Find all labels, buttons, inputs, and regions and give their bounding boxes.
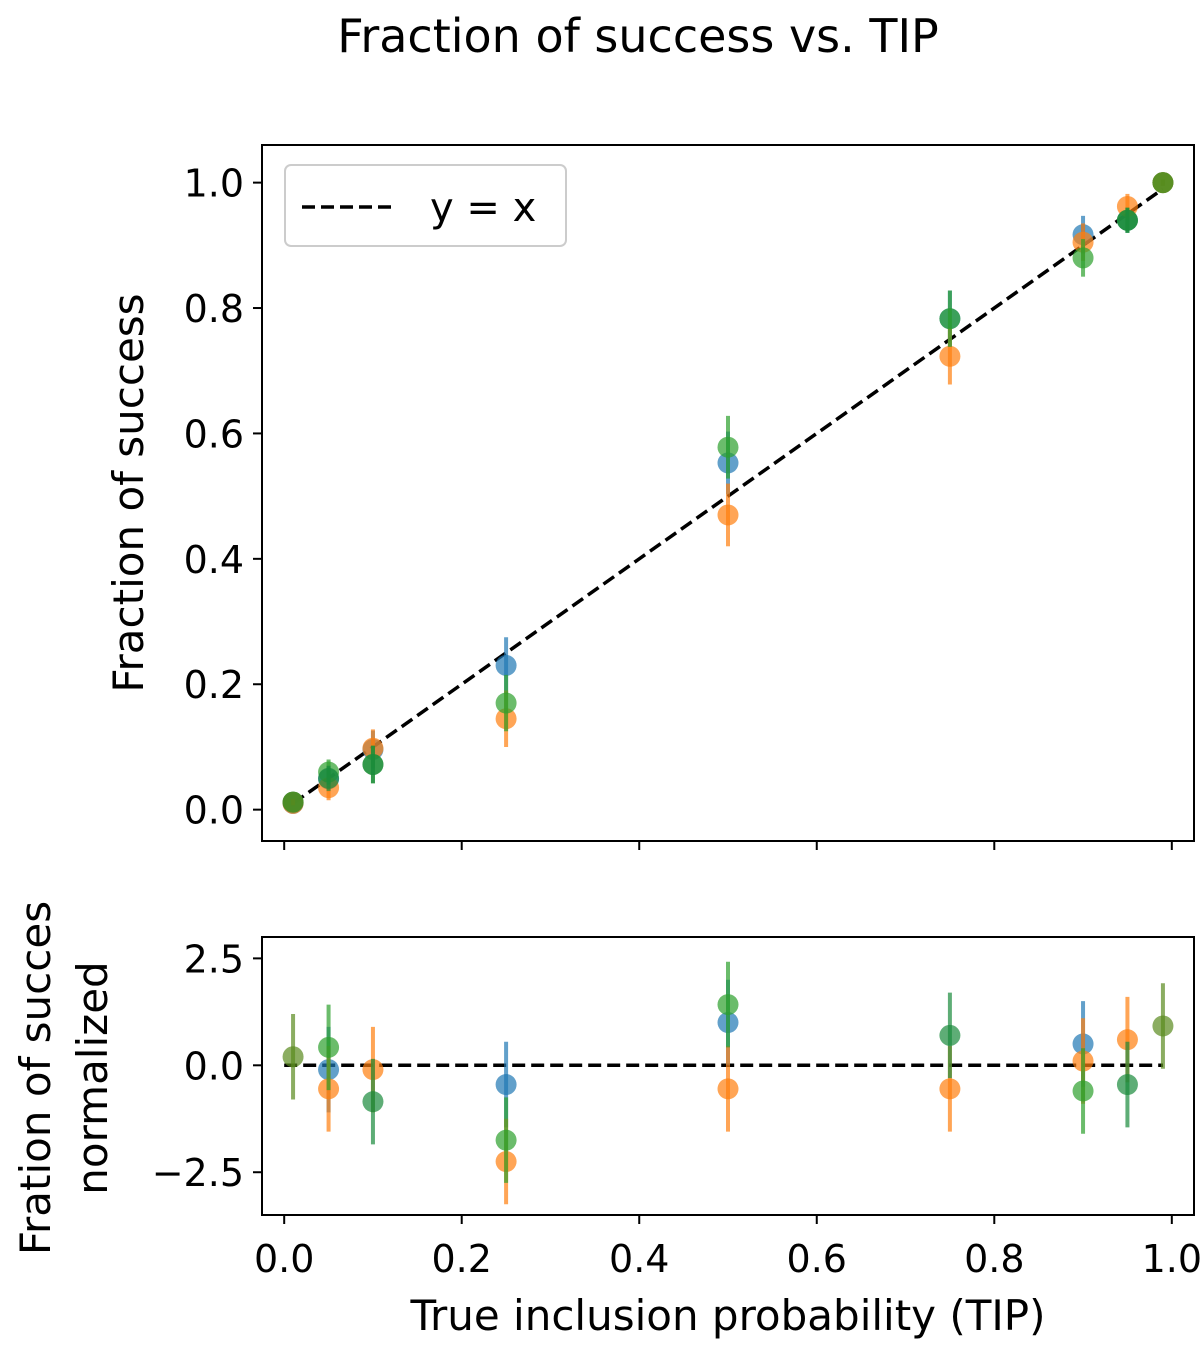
- legend: y = x: [284, 164, 567, 247]
- bottom-x-tick-label: 0.0: [254, 1237, 314, 1281]
- bottom-y-tick-label: 2.5: [184, 937, 244, 981]
- bottom-series-2-point: [717, 1078, 739, 1100]
- top-x-axis: [283, 841, 1173, 850]
- legend-box: [284, 164, 567, 247]
- top-y-tick-label: 0.4: [184, 538, 244, 582]
- bottom-series-4-point: [362, 1091, 384, 1113]
- bottom-y-axis-label-line-1: Fration of succes: [11, 901, 60, 1255]
- top-y-tick-label: 1.0: [184, 162, 244, 206]
- bottom-series-4-point: [939, 1024, 961, 1046]
- bottom-x-axis: 0.0 0.2 0.4 0.6 0.8 1.0: [254, 1215, 1200, 1281]
- bottom-y-tick-label: 0.0: [184, 1044, 244, 1088]
- top-y-tick-label: 0.0: [184, 789, 244, 833]
- bottom-series-1-point: [495, 1074, 517, 1096]
- top-y-tick-label: 0.8: [184, 287, 244, 331]
- top-series-2-point: [717, 504, 739, 526]
- bottom-x-axis-label: True inclusion probability (TIP): [409, 1291, 1045, 1340]
- bottom-series-3-point: [318, 1036, 340, 1058]
- bottom-series-3-point: [1072, 1080, 1094, 1102]
- bottom-x-tick-label: 1.0: [1142, 1237, 1200, 1281]
- top-series-5-point: [282, 791, 304, 813]
- bottom-series-4-point: [1116, 1074, 1138, 1096]
- bottom-y-tick-label: −2.5: [152, 1151, 244, 1195]
- bottom-series-3-point: [495, 1129, 517, 1151]
- bottom-x-tick-label: 0.4: [609, 1237, 669, 1281]
- legend-label-y-equals-x: y = x: [430, 185, 536, 231]
- top-plot-frame: [261, 144, 1195, 842]
- bottom-y-axis-label-line-2: normalized: [68, 961, 117, 1194]
- bottom-panel: −2.50.02.5 0.0 0.2 0.4 0.6 0.8 1.0 Fration of…: [11, 901, 1200, 1340]
- top-y-axis-label: Fraction of success: [104, 293, 153, 692]
- top-y-axis: 0.0 0.2 0.4 0.6 0.8 1.0: [184, 162, 262, 833]
- top-series-4-point: [1116, 209, 1138, 231]
- bottom-x-tick-label: 0.6: [787, 1237, 847, 1281]
- figure-title: Fraction of success vs. TIP: [337, 9, 939, 63]
- bottom-series-5-point: [282, 1046, 304, 1068]
- bottom-series-5-point: [1152, 1015, 1174, 1037]
- bottom-x-tick-label: 0.2: [431, 1237, 491, 1281]
- top-series-3-point: [495, 692, 517, 714]
- bottom-x-tick-label: 0.8: [964, 1237, 1024, 1281]
- top-series-4-point: [318, 767, 340, 789]
- top-series-3-point: [717, 436, 739, 458]
- top-series-1-point: [495, 654, 517, 676]
- top-series-4-point: [362, 754, 384, 776]
- bottom-series-2-point: [939, 1078, 961, 1100]
- bottom-plot-frame: [261, 936, 1195, 1216]
- top-series-3-point: [939, 308, 961, 330]
- top-data-layer: [282, 172, 1174, 814]
- bottom-series-2-point: [1116, 1029, 1138, 1051]
- top-y-tick-label: 0.2: [184, 663, 244, 707]
- bottom-series-3-point: [717, 994, 739, 1016]
- top-y-tick-label: 0.6: [184, 412, 244, 456]
- top-series-2-point: [939, 345, 961, 367]
- bottom-y-axis: −2.5 0.0 2.5: [152, 937, 262, 1195]
- bottom-data-layer: [282, 961, 1174, 1205]
- top-series-5-point: [1152, 172, 1174, 194]
- top-panel: 0.0 0.2 0.4 0.6 0.8 1.0 Fraction of success y…: [104, 144, 1195, 850]
- top-series-3-point: [1072, 247, 1094, 269]
